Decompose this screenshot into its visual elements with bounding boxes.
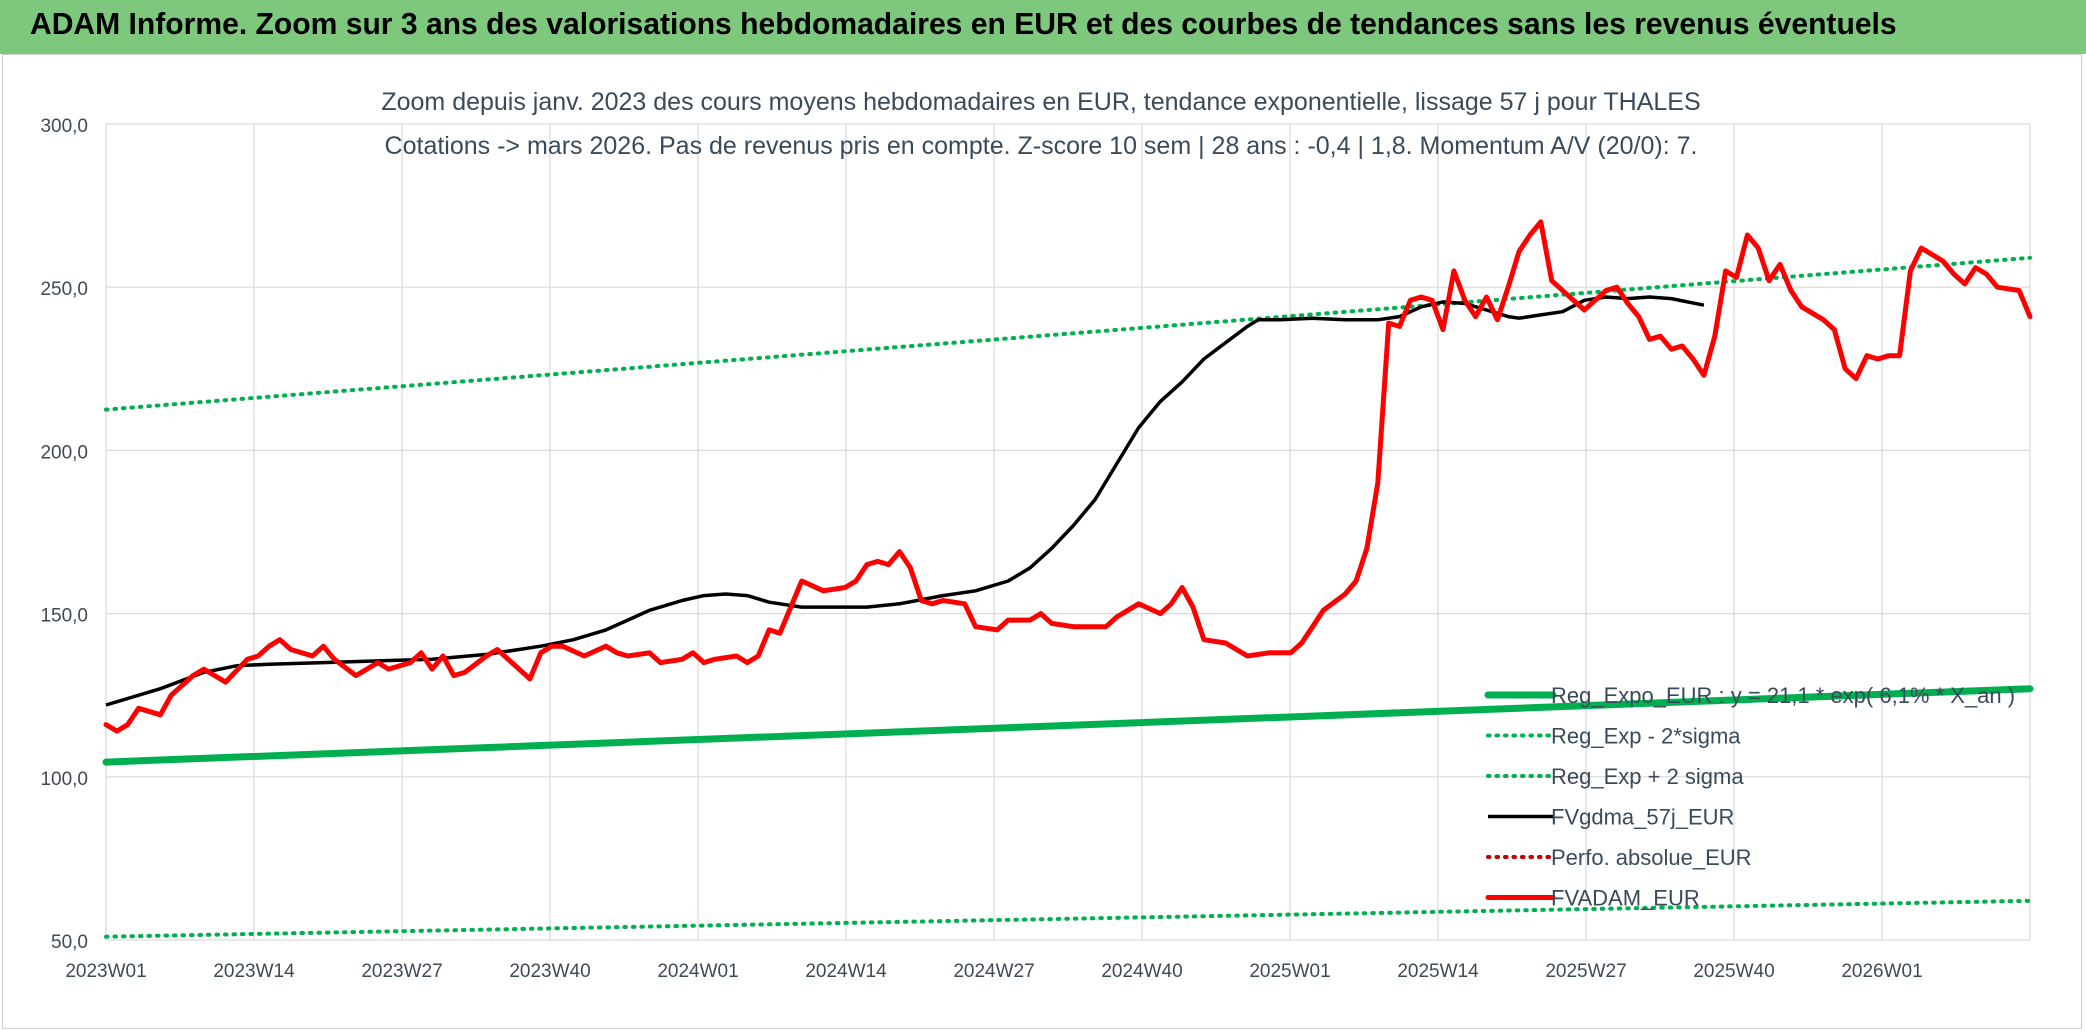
legend-label: Reg_Exp - 2*sigma: [1551, 724, 1741, 749]
y-tick-label: 150,0: [40, 606, 88, 627]
report-title: ADAM Informe. Zoom sur 3 ans des valoris…: [30, 6, 1897, 41]
x-tick-label: 2025W40: [1693, 961, 1774, 982]
series-lines: [102, 219, 2034, 939]
chart-subtitle: Cotations -> mars 2026. Pas de revenus p…: [385, 132, 1698, 160]
x-tick-label: 2024W40: [1101, 961, 1182, 982]
series-fvgdma-57j-eur-line: [105, 295, 1705, 707]
x-tick-label: 2024W27: [953, 961, 1034, 982]
chart-legend: Reg_Expo_EUR : y = 21,1 * exp( 6,1% * X_…: [1484, 683, 2015, 911]
y-tick-label: 300,0: [40, 116, 88, 137]
x-tick-label: 2023W14: [213, 961, 295, 982]
series-reg-exp-line: [104, 898, 2032, 939]
series-reg-expo-eur-line: [102, 685, 2034, 766]
legend-label: Reg_Exp + 2 sigma: [1551, 764, 1744, 789]
x-tick-label: 2025W14: [1397, 961, 1479, 982]
y-tick-label: 50,0: [51, 932, 88, 953]
chart-title: Zoom depuis janv. 2023 des cours moyens …: [381, 88, 1700, 116]
y-tick-label: 100,0: [40, 769, 88, 790]
legend-label: Reg_Expo_EUR : y = 21,1 * exp( 6,1% * X_…: [1551, 683, 2015, 708]
y-tick-label: 250,0: [40, 279, 88, 300]
chart-grid: [105, 123, 2031, 941]
x-tick-label: 2023W40: [509, 961, 590, 982]
x-tick-label: 2023W27: [361, 961, 442, 982]
chart-frame: [2, 54, 2082, 1029]
x-tick-label: 2024W01: [657, 961, 738, 982]
x-tick-label: 2023W01: [65, 961, 146, 982]
legend-label: FVgdma_57j_EUR: [1551, 805, 1734, 830]
x-tick-label: 2025W27: [1545, 961, 1626, 982]
x-tick-label: 2025W01: [1249, 961, 1330, 982]
y-tick-label: 200,0: [40, 442, 88, 463]
x-tick-label: 2026W01: [1841, 961, 1922, 982]
legend-label: Perfo. absolue_EUR: [1551, 845, 1752, 870]
y-axis-ticks: 50,0 100,0 150,0 200,0 250,0 300,0: [40, 116, 88, 953]
report-banner: ADAM Informe. Zoom sur 3 ans des valoris…: [0, 0, 2086, 54]
x-axis-ticks: 2023W01 2023W14 2023W27 2023W40 2024W01 2024W…: [65, 961, 1922, 982]
series-reg-exp-line: [104, 255, 2032, 412]
legend-label: FVADAM_EUR: [1551, 886, 1700, 911]
x-tick-label: 2024W14: [805, 961, 887, 982]
series-fvadam-eur-line: [103, 219, 2033, 734]
